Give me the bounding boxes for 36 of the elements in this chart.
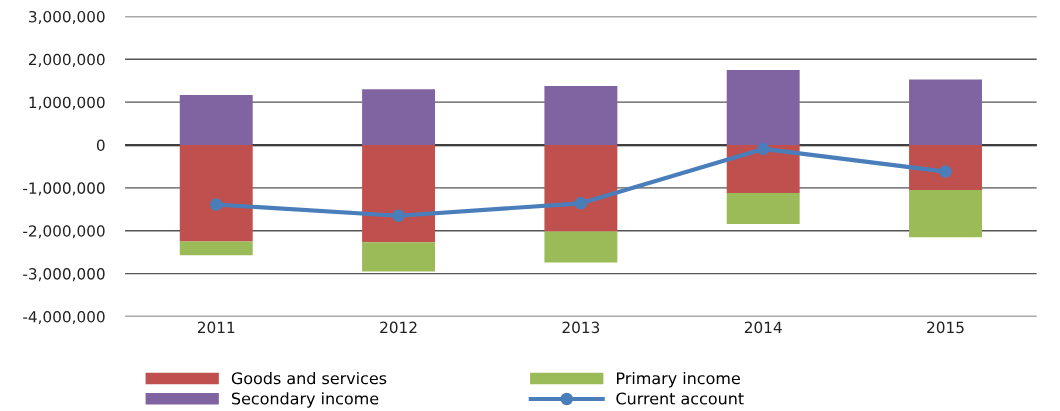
bar	[726, 193, 800, 224]
x-tick-label: 2013	[562, 321, 600, 334]
bar	[544, 145, 618, 232]
x-tick-label: 2014	[744, 321, 782, 334]
bar	[179, 145, 253, 242]
y-tick-label: 1,000,000	[29, 96, 105, 110]
legend-label: Primary income	[617, 371, 740, 388]
bar	[362, 145, 436, 243]
bar	[726, 70, 800, 146]
bar	[179, 241, 253, 256]
y-tick-label: -4,000,000	[23, 310, 105, 325]
point	[209, 198, 223, 211]
legend-label: Secondary income	[231, 392, 379, 408]
bar	[909, 190, 982, 238]
legend-label: Goods and services	[231, 371, 387, 385]
y-tick-label: 2,000,000	[29, 53, 105, 67]
y-tick-label: 3,000,000	[29, 10, 105, 25]
bar	[179, 94, 253, 146]
point	[392, 209, 405, 222]
bar	[544, 86, 618, 146]
bar	[544, 231, 618, 263]
bar	[362, 242, 436, 272]
y-tick-label: -1,000,000	[23, 182, 105, 196]
x-tick-label: 2012	[380, 321, 417, 334]
point	[574, 197, 588, 210]
legend-label: Current account	[616, 392, 744, 405]
bar	[909, 79, 982, 146]
point	[939, 165, 952, 178]
x-tick-label: 2015	[927, 321, 964, 334]
point	[756, 142, 770, 156]
bar	[362, 89, 436, 146]
x-tick-label: 2011	[197, 321, 235, 334]
bar	[909, 145, 982, 191]
y-tick-label: -2,000,000	[23, 225, 105, 239]
y-tick-label: -3,000,000	[23, 268, 105, 282]
y-tick-label: 0	[96, 139, 105, 152]
